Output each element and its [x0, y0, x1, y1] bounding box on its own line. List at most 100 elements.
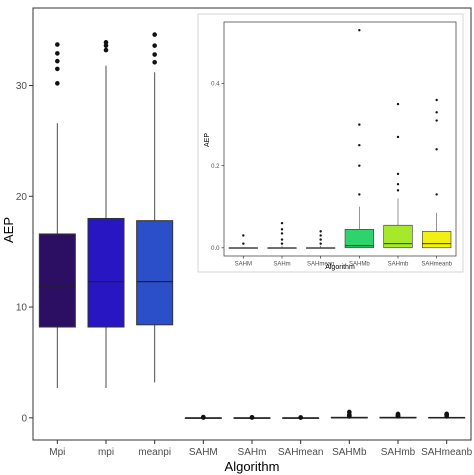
- main-box-sahm: [184, 414, 222, 420]
- inset-box-sahmb: [344, 29, 374, 249]
- inset-outlier-point: [396, 182, 400, 186]
- inset-outlier-point: [319, 242, 322, 245]
- inset-outlier-point: [319, 230, 322, 233]
- main-box-meanpi: [136, 32, 174, 383]
- inset-box-body: [422, 231, 452, 249]
- main-y-axis-title: AEP: [1, 217, 16, 243]
- main-box-sahmeanb: [428, 411, 466, 419]
- main-outlier-point: [444, 411, 449, 417]
- inset-outlier-point: [242, 234, 245, 237]
- inset-y-tick-label: 0.0: [211, 246, 220, 252]
- inset-outlier-point: [319, 234, 322, 237]
- main-outlier-point: [152, 59, 157, 65]
- inset-outlier-point: [396, 102, 400, 106]
- inset-outlier-point: [358, 164, 361, 167]
- inset-outlier-point: [242, 242, 245, 245]
- inset-outlier-point: [435, 193, 438, 196]
- main-x-tick-label-sahmb: SAHmb: [381, 447, 416, 458]
- main-box-mpi: [38, 42, 76, 388]
- inset-outlier-point: [435, 119, 438, 122]
- inset-outlier-point: [280, 242, 284, 245]
- main-y-tick-label: 20: [16, 192, 28, 203]
- main-x-tick-label-sahm: SAHm: [238, 447, 267, 458]
- inset-outlier-point: [280, 232, 284, 235]
- inset-x-tick-label-sahmb: SAHMb: [349, 262, 370, 268]
- inset-plot-panel: 0.0 0.2 0.4 SAHM SAHm SAHmean SAHMb SAHmb SAHme…: [197, 13, 464, 273]
- inset-outlier-point: [358, 123, 361, 126]
- inset-outlier-point: [358, 143, 361, 147]
- inset-x-tick-label-sahm: SAHm: [273, 262, 290, 268]
- main-x-tick-label-mpi: mpi: [98, 447, 114, 458]
- inset-box-body: [383, 224, 413, 249]
- main-box-body: [87, 217, 125, 328]
- inset-x-tick-label-sahmeanb: SAHmeanb: [421, 262, 452, 268]
- inset-outlier-point: [396, 172, 400, 176]
- main-outlier-point: [103, 47, 109, 53]
- main-outlier-point: [152, 43, 157, 48]
- inset-x-tick-label-sahm: SAHM: [235, 262, 252, 268]
- inset-box-sahm: [228, 234, 258, 249]
- inset-y-tick-label: 0.4: [211, 82, 220, 88]
- main-y-tick-label: 0: [21, 413, 27, 424]
- main-box-mpi: [87, 40, 125, 388]
- main-x-tick-label-sahmb: SAHMb: [332, 447, 367, 458]
- main-box-body: [136, 220, 174, 326]
- main-y-tick-label: 30: [16, 81, 28, 92]
- inset-plot-border: [223, 21, 457, 257]
- main-outlier-point: [103, 40, 109, 45]
- main-outlier-point: [201, 414, 206, 420]
- main-outlier-point: [55, 51, 60, 56]
- inset-x-tick-label-sahmb: SAHmb: [388, 262, 409, 268]
- main-box-sahmb: [330, 409, 368, 419]
- inset-outlier-point: [319, 238, 322, 241]
- main-outlier-point: [298, 415, 303, 420]
- main-y-tick-label: 10: [16, 303, 28, 314]
- inset-box-sahm: [267, 221, 297, 249]
- inset-outlier-point: [396, 189, 400, 192]
- inset-outlier-point: [396, 135, 400, 139]
- main-outlier-point: [103, 43, 109, 48]
- inset-box-sahmb: [383, 102, 413, 249]
- main-x-tick-label-sahmean: SAHmean: [278, 447, 324, 458]
- inset-box-sahmeanb: [422, 98, 452, 249]
- main-outlier-point: [152, 32, 157, 37]
- inset-outlier-point: [435, 148, 438, 151]
- inset-box-sahmean: [306, 230, 336, 249]
- main-outlier-point: [152, 52, 157, 57]
- main-x-tick-label-sahmeanb: SAHmeanb: [421, 447, 473, 458]
- main-box-body: [38, 233, 76, 328]
- main-x-tick-label-mpi: Mpi: [49, 447, 65, 458]
- inset-boxes: [228, 29, 452, 249]
- main-box-sahmean: [282, 415, 320, 420]
- inset-x-axis-title: Algorithm: [325, 264, 355, 271]
- inset-y-ticks: 0.0 0.2 0.4: [211, 82, 224, 252]
- main-outlier-point: [395, 411, 401, 417]
- main-outlier-point: [55, 58, 60, 64]
- main-x-tick-label-sahm: SAHM: [189, 447, 218, 458]
- inset-x-tick-label-sahmean: SAHmean: [307, 262, 334, 268]
- inset-outlier-point: [280, 221, 284, 225]
- main-outlier-point: [249, 414, 255, 420]
- inset-outlier-point: [435, 98, 438, 102]
- inset-outlier-point: [358, 193, 361, 196]
- inset-outlier-point: [280, 228, 284, 231]
- main-box-sahm: [233, 414, 271, 420]
- main-box-sahmb: [379, 411, 417, 419]
- main-outlier-point: [55, 66, 60, 72]
- inset-x-ticks: SAHM SAHm SAHmean SAHMb SAHmb SAHmeanb: [235, 256, 453, 268]
- main-outlier-point: [55, 81, 60, 86]
- inset-y-axis-title: AEP: [204, 133, 211, 147]
- main-boxes: [38, 32, 466, 420]
- main-x-ticks: Mpi mpi meanpi SAHM SAHm SAHmean SAHMb SAHmb SAH…: [49, 440, 473, 458]
- inset-outlier-point: [435, 111, 438, 114]
- main-outlier-point: [347, 409, 352, 415]
- main-y-ticks: 0 10 20 30: [16, 81, 33, 424]
- inset-outlier-point: [280, 238, 284, 241]
- inset-y-tick-label: 0.2: [211, 164, 220, 170]
- main-x-tick-label-meanpi: meanpi: [138, 447, 171, 458]
- inset-outlier-point: [358, 29, 361, 32]
- main-outlier-point: [55, 42, 60, 47]
- inset-box-body: [344, 229, 374, 249]
